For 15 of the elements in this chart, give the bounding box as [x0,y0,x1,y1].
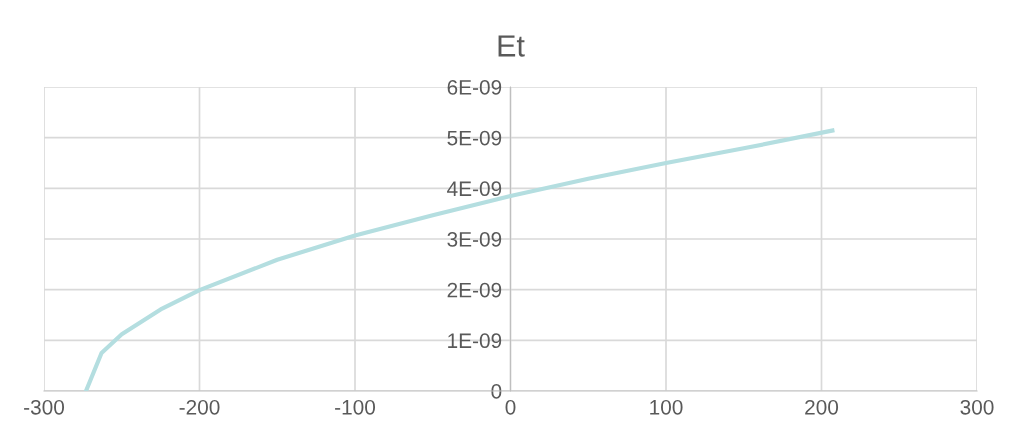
y-tick-label: 2E-09 [447,282,502,298]
x-tick-label: 200 [805,399,839,415]
y-tick-label: 4E-09 [447,181,502,197]
y-tick-label: 3E-09 [447,232,502,247]
x-tick-label: -300 [24,399,65,415]
x-tick-label: 300 [960,399,994,415]
x-tick-label: 0 [505,399,516,415]
y-tick-label: 1E-09 [448,333,502,349]
y-tick-label: 5E-09 [447,130,502,146]
x-tick-label: -100 [335,399,376,415]
y-tick-label: 6E-09 [447,80,502,95]
y-tick-label: 0 [491,384,502,399]
chart-title: Et [498,35,525,57]
x-tick-label: 100 [650,399,683,415]
x-tick-label: -200 [179,399,220,415]
